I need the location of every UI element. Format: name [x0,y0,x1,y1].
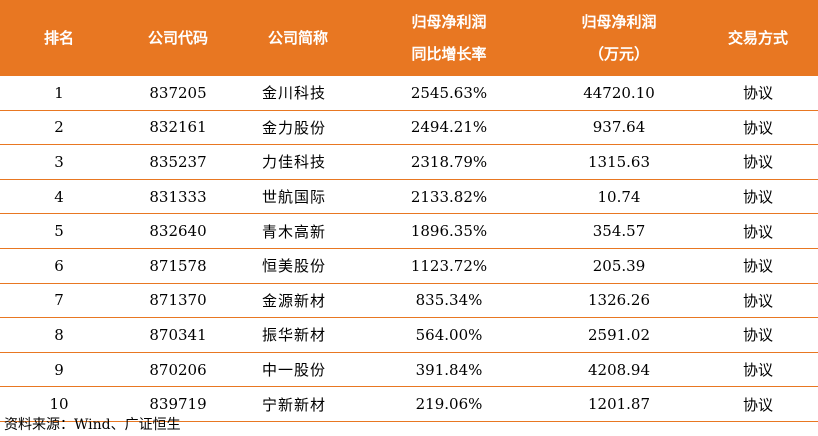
cell-profit: 354.57 [540,213,698,249]
cell-trade: 协议 [698,144,818,180]
table-body: 1 837205 金川科技 2545.63% 44720.10 协议 2 832… [0,76,818,422]
cell-rank: 1 [0,76,118,111]
cell-trade: 协议 [698,317,818,353]
cell-code: 871370 [118,283,238,319]
cell-code: 871578 [118,248,238,284]
cell-code: 839719 [118,386,238,422]
cell-rank: 5 [0,213,118,249]
cell-rank: 7 [0,283,118,319]
cell-name: 恒美股份 [238,248,358,284]
table-row: 5 832640 青木高新 1896.35% 354.57 协议 [0,213,818,249]
cell-growth: 564.00% [358,317,540,353]
table-header-row: 排名 公司代码 公司简称 归母净利润 同比增长率 归母净利润 （万元） 交易方式 [0,0,818,76]
header-profit-line1: 归母净利润 [581,13,657,31]
table-row: 9 870206 中一股份 391.84% 4208.94 协议 [0,352,818,388]
cell-profit: 937.64 [540,110,698,146]
cell-name: 力佳科技 [238,144,358,180]
cell-trade: 协议 [698,248,818,284]
cell-growth: 835.34% [358,283,540,319]
ranking-table-container: 排名 公司代码 公司简称 归母净利润 同比增长率 归母净利润 （万元） 交易方式… [0,0,818,422]
cell-growth: 219.06% [358,386,540,422]
cell-rank: 8 [0,317,118,353]
cell-profit: 205.39 [540,248,698,284]
cell-rank: 6 [0,248,118,284]
cell-profit: 1326.26 [540,283,698,319]
cell-profit: 2591.02 [540,317,698,353]
cell-trade: 协议 [698,179,818,215]
cell-code: 837205 [118,76,238,111]
cell-trade: 协议 [698,76,818,111]
table-row: 8 870341 振华新材 564.00% 2591.02 协议 [0,317,818,353]
header-growth-line1: 归母净利润 [411,13,487,31]
table-row: 7 871370 金源新材 835.34% 1326.26 协议 [0,283,818,319]
table-row: 1 837205 金川科技 2545.63% 44720.10 协议 [0,76,818,111]
cell-growth: 391.84% [358,352,540,388]
cell-name: 世航国际 [238,179,358,215]
table-row: 3 835237 力佳科技 2318.79% 1315.63 协议 [0,144,818,180]
cell-growth: 2133.82% [358,179,540,215]
header-rank: 排名 [43,29,74,47]
cell-trade: 协议 [698,283,818,319]
cell-code: 870341 [118,317,238,353]
cell-growth: 2545.63% [358,76,540,111]
cell-name: 青木高新 [238,213,358,249]
cell-name: 振华新材 [238,317,358,353]
cell-growth: 1123.72% [358,248,540,284]
cell-code: 870206 [118,352,238,388]
cell-profit: 1201.87 [540,386,698,422]
cell-profit: 1315.63 [540,144,698,180]
header-code: 公司代码 [147,29,208,47]
cell-profit: 4208.94 [540,352,698,388]
cell-rank: 9 [0,352,118,388]
cell-code: 831333 [118,179,238,215]
table-header: 排名 公司代码 公司简称 归母净利润 同比增长率 归母净利润 （万元） 交易方式 [0,0,818,76]
cell-code: 832161 [118,110,238,146]
header-name: 公司简称 [267,29,328,47]
table-row: 10 839719 宁新新材 219.06% 1201.87 协议 [0,386,818,422]
cell-name: 金力股份 [238,110,358,146]
cell-trade: 协议 [698,352,818,388]
cell-trade: 协议 [698,110,818,146]
header-growth: 归母净利润 同比增长率 [358,0,540,76]
header-trade: 交易方式 [727,29,788,47]
cell-name: 金川科技 [238,76,358,111]
cell-trade: 协议 [698,213,818,249]
table-row: 6 871578 恒美股份 1123.72% 205.39 协议 [0,248,818,284]
cell-name: 金源新材 [238,283,358,319]
header-profit-line2: （万元） [588,45,649,63]
cell-name: 宁新新材 [238,386,358,422]
cell-growth: 2494.21% [358,110,540,146]
cell-rank: 10 [0,386,118,422]
cell-trade: 协议 [698,386,818,422]
cell-growth: 2318.79% [358,144,540,180]
header-profit: 归母净利润 （万元） [540,0,698,76]
table-row: 4 831333 世航国际 2133.82% 10.74 协议 [0,179,818,215]
cell-growth: 1896.35% [358,213,540,249]
cell-name: 中一股份 [238,352,358,388]
cell-code: 835237 [118,144,238,180]
cell-profit: 44720.10 [540,76,698,111]
header-growth-line2: 同比增长率 [411,45,487,63]
cell-rank: 4 [0,179,118,215]
table-row: 2 832161 金力股份 2494.21% 937.64 协议 [0,110,818,146]
source-note: 资料来源：Wind、广证恒生 [4,417,181,433]
cell-rank: 2 [0,110,118,146]
ranking-table: 排名 公司代码 公司简称 归母净利润 同比增长率 归母净利润 （万元） 交易方式… [0,0,818,422]
cell-code: 832640 [118,213,238,249]
cell-profit: 10.74 [540,179,698,215]
cell-rank: 3 [0,144,118,180]
